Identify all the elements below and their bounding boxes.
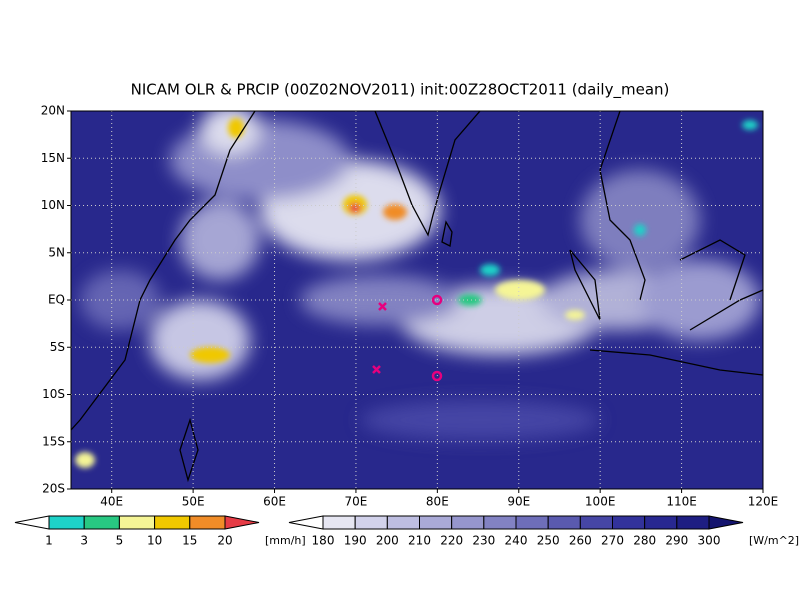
colorbar-box (83, 515, 120, 530)
x-tick-label: 40E (100, 495, 123, 509)
y-tick-label: EQ (48, 293, 65, 307)
colorbar-label: 15 (182, 534, 197, 548)
colorbar-label: 250 (537, 534, 560, 548)
colorbar-box (612, 515, 646, 530)
colorbar-box (547, 515, 581, 530)
colorbar-label: 280 (633, 534, 656, 548)
colorbar-label: 1 (45, 534, 53, 548)
colorbar-label: 10 (147, 534, 162, 548)
x-tick-label: 50E (182, 495, 205, 509)
colorbar-box (118, 515, 156, 530)
colorbar-label: 300 (698, 534, 721, 548)
colorbar-box (579, 515, 613, 530)
y-tick-label: 5S (50, 340, 65, 354)
colorbar-box (322, 515, 356, 530)
x-tick-label: 120E (748, 495, 779, 509)
colorbar-label: 20 (217, 534, 232, 548)
colorbar-label: 190 (344, 534, 367, 548)
y-tick-label: 20N (41, 104, 65, 118)
colorbar-label: 220 (440, 534, 463, 548)
colorbar-box (451, 515, 485, 530)
colorbar-label: 210 (408, 534, 431, 548)
colorbar-label: 230 (472, 534, 495, 548)
x-tick-label: 100E (585, 495, 616, 509)
colorbar-unit: [mm/h] (265, 534, 306, 547)
y-tick-label: 15S (42, 434, 65, 448)
colorbar-label: 260 (569, 534, 592, 548)
colorbar-box (644, 515, 678, 530)
x-tick-label: 80E (426, 495, 449, 509)
colorbar-end (288, 515, 324, 530)
y-tick-label: 20S (42, 482, 65, 496)
title: NICAM OLR & PRCIP (00Z02NOV2011) init:00… (131, 81, 670, 100)
x-tick-label: 60E (263, 495, 286, 509)
colorbar-box (483, 515, 517, 530)
x-tick-label: 110E (666, 495, 697, 509)
y-tick-label: 10S (42, 387, 65, 401)
colorbar-end (224, 515, 260, 530)
y-tick-label: 5N (48, 245, 65, 259)
colorbar-box (386, 515, 421, 530)
colorbar-label: 240 (505, 534, 528, 548)
colorbar-box (48, 515, 85, 530)
colorbar-box (154, 515, 191, 530)
colorbar-label: 290 (665, 534, 688, 548)
colorbar-label: 3 (80, 534, 88, 548)
colorbar-box (676, 515, 710, 530)
y-tick-label: 10N (41, 198, 65, 212)
colorbar-box (515, 515, 549, 530)
colorbar-label: 200 (376, 534, 399, 548)
colorbar-label: 270 (601, 534, 624, 548)
colorbar-box (354, 515, 388, 530)
x-tick-label: 90E (507, 495, 530, 509)
y-tick-label: 15N (41, 151, 65, 165)
colorbar-end (708, 515, 744, 530)
colorbar-box (419, 515, 453, 530)
colorbar-end (14, 515, 50, 530)
storm-markers (372, 294, 443, 382)
map-field (71, 111, 763, 489)
colorbar-label: 180 (312, 534, 335, 548)
colorbar-unit: [W/m^2] (749, 534, 799, 547)
colorbar-label: 5 (116, 534, 124, 548)
x-tick-label: 70E (345, 495, 368, 509)
colorbar-box (189, 515, 226, 530)
